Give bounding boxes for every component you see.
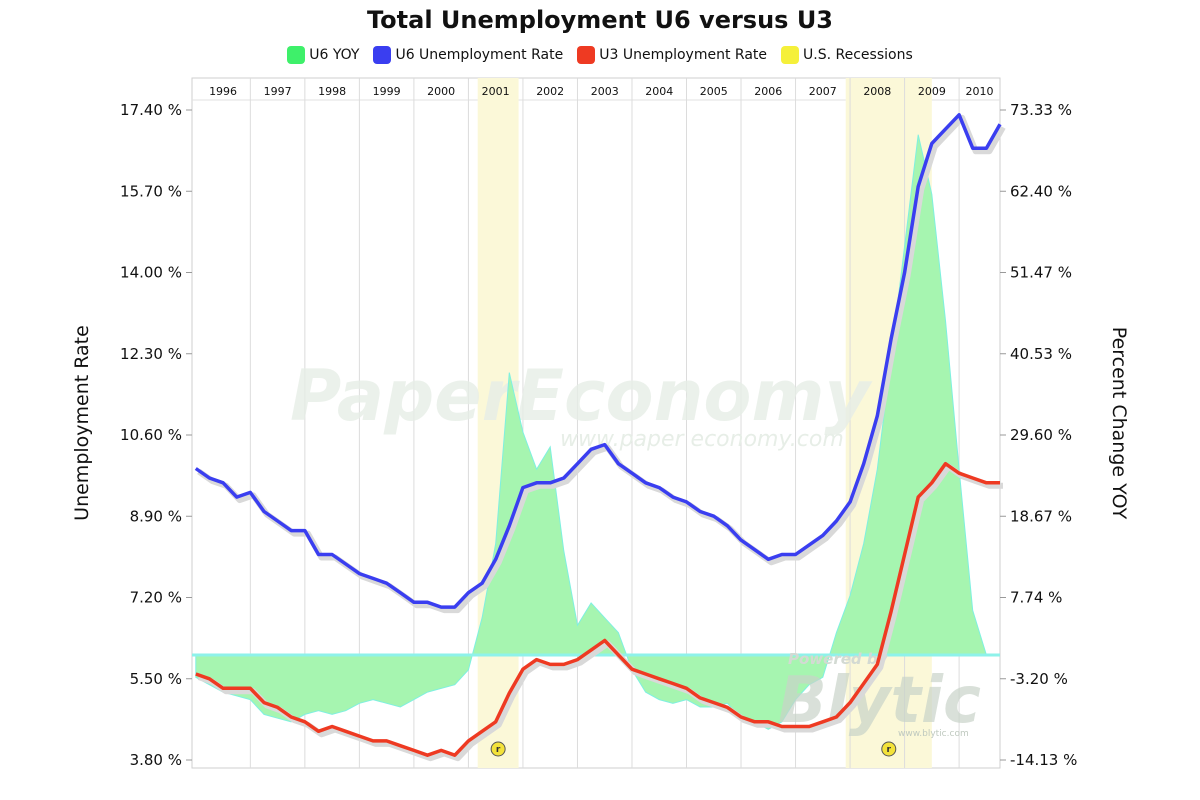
year-tick-label: 2007	[809, 85, 837, 98]
series-line-u3-rate	[195, 461, 1000, 757]
year-tick-label: 2003	[591, 85, 619, 98]
left-tick-label: 14.00 %	[120, 264, 182, 282]
series-line-u3-rate-shadow	[197, 463, 1003, 762]
legend-swatch-u6-yoy	[287, 46, 306, 64]
recession-marker-label: r	[887, 745, 892, 755]
right-tick-label: 40.53 %	[1010, 345, 1072, 363]
chart-title: Total Unemployment U6 versus U3	[366, 6, 834, 34]
legend-swatch-u3-rate	[577, 46, 596, 64]
legend-item-u6-yoy[interactable]: U6 YOY	[287, 46, 359, 64]
year-tick-label: 1998	[318, 85, 346, 98]
left-axis-title: Unemployment Rate	[71, 325, 93, 521]
legend-label-u6-rate: U6 Unemployment Rate	[395, 47, 564, 63]
legend-item-u3-rate[interactable]: U3 Unemployment Rate	[577, 46, 767, 64]
left-tick-label: 3.80 %	[130, 751, 182, 769]
paper-economy-watermark: PaperEconomy	[290, 355, 873, 437]
left-tick-label: 12.30 %	[120, 345, 182, 363]
right-tick-label: 29.60 %	[1010, 426, 1072, 444]
year-tick-label: 2006	[754, 85, 782, 98]
left-tick-label: 5.50 %	[130, 670, 182, 688]
legend-swatch-u6-rate	[373, 46, 392, 64]
legend: U6 YOY U6 Unemployment Rate U3 Unemploym…	[0, 46, 1200, 64]
year-tick-label: 2008	[863, 85, 891, 98]
recession-marker	[490, 741, 506, 757]
year-tick-label: 2009	[918, 85, 946, 98]
series-line-u6-rate	[194, 113, 1002, 609]
left-tick-label: 17.40 %	[120, 101, 182, 119]
year-tick-label: 2010	[966, 85, 994, 98]
right-tick-label: 73.33 %	[1010, 101, 1072, 119]
legend-label-recessions: U.S. Recessions	[803, 47, 913, 63]
legend-label-u6-yoy: U6 YOY	[309, 47, 360, 63]
right-axis-title: Percent Change YOY	[1108, 327, 1130, 520]
legend-item-recessions[interactable]: U.S. Recessions	[781, 46, 913, 64]
year-tick-label: 2005	[700, 85, 728, 98]
powered-by-watermark: Powered by	[788, 650, 889, 668]
year-tick-label: 2000	[427, 85, 455, 98]
right-tick-label: 62.40 %	[1010, 182, 1072, 200]
year-tick-label: 1999	[373, 85, 401, 98]
recession-marker-label: r	[496, 745, 501, 755]
right-tick-label: -14.13 %	[1010, 751, 1077, 769]
year-tick-label: 1997	[264, 85, 292, 98]
right-tick-label: 7.74 %	[1010, 589, 1062, 607]
left-tick-label: 10.60 %	[120, 426, 182, 444]
legend-item-u6-rate[interactable]: U6 Unemployment Rate	[373, 46, 563, 64]
legend-label-u3-rate: U3 Unemployment Rate	[599, 47, 768, 63]
right-tick-label: 18.67 %	[1010, 507, 1072, 525]
year-tick-label: 2001	[482, 85, 510, 98]
right-tick-label: -3.20 %	[1010, 670, 1068, 688]
left-tick-label: 8.90 %	[130, 507, 182, 525]
left-tick-label: 15.70 %	[120, 182, 182, 200]
recession-marker	[881, 741, 897, 757]
blytic-url-watermark: www.blytic.com	[898, 729, 969, 739]
year-tick-label: 2002	[536, 85, 564, 98]
left-tick-label: 7.20 %	[130, 589, 182, 607]
series-line-u6-rate-shadow	[197, 114, 1006, 614]
right-tick-label: 51.47 %	[1010, 264, 1072, 282]
year-tick-label: 1996	[209, 85, 237, 98]
year-tick-label: 2004	[645, 85, 673, 98]
legend-swatch-recessions	[781, 46, 800, 64]
